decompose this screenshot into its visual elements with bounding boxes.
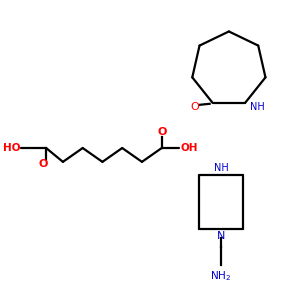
Text: HO: HO xyxy=(3,143,20,153)
Text: NH$_2$: NH$_2$ xyxy=(210,269,232,283)
Text: OH: OH xyxy=(181,143,198,153)
Text: NH: NH xyxy=(214,163,228,173)
Text: NH: NH xyxy=(250,102,265,112)
Text: N: N xyxy=(217,231,225,241)
Text: O: O xyxy=(190,102,199,112)
Text: O: O xyxy=(157,127,166,137)
Text: O: O xyxy=(38,159,48,169)
